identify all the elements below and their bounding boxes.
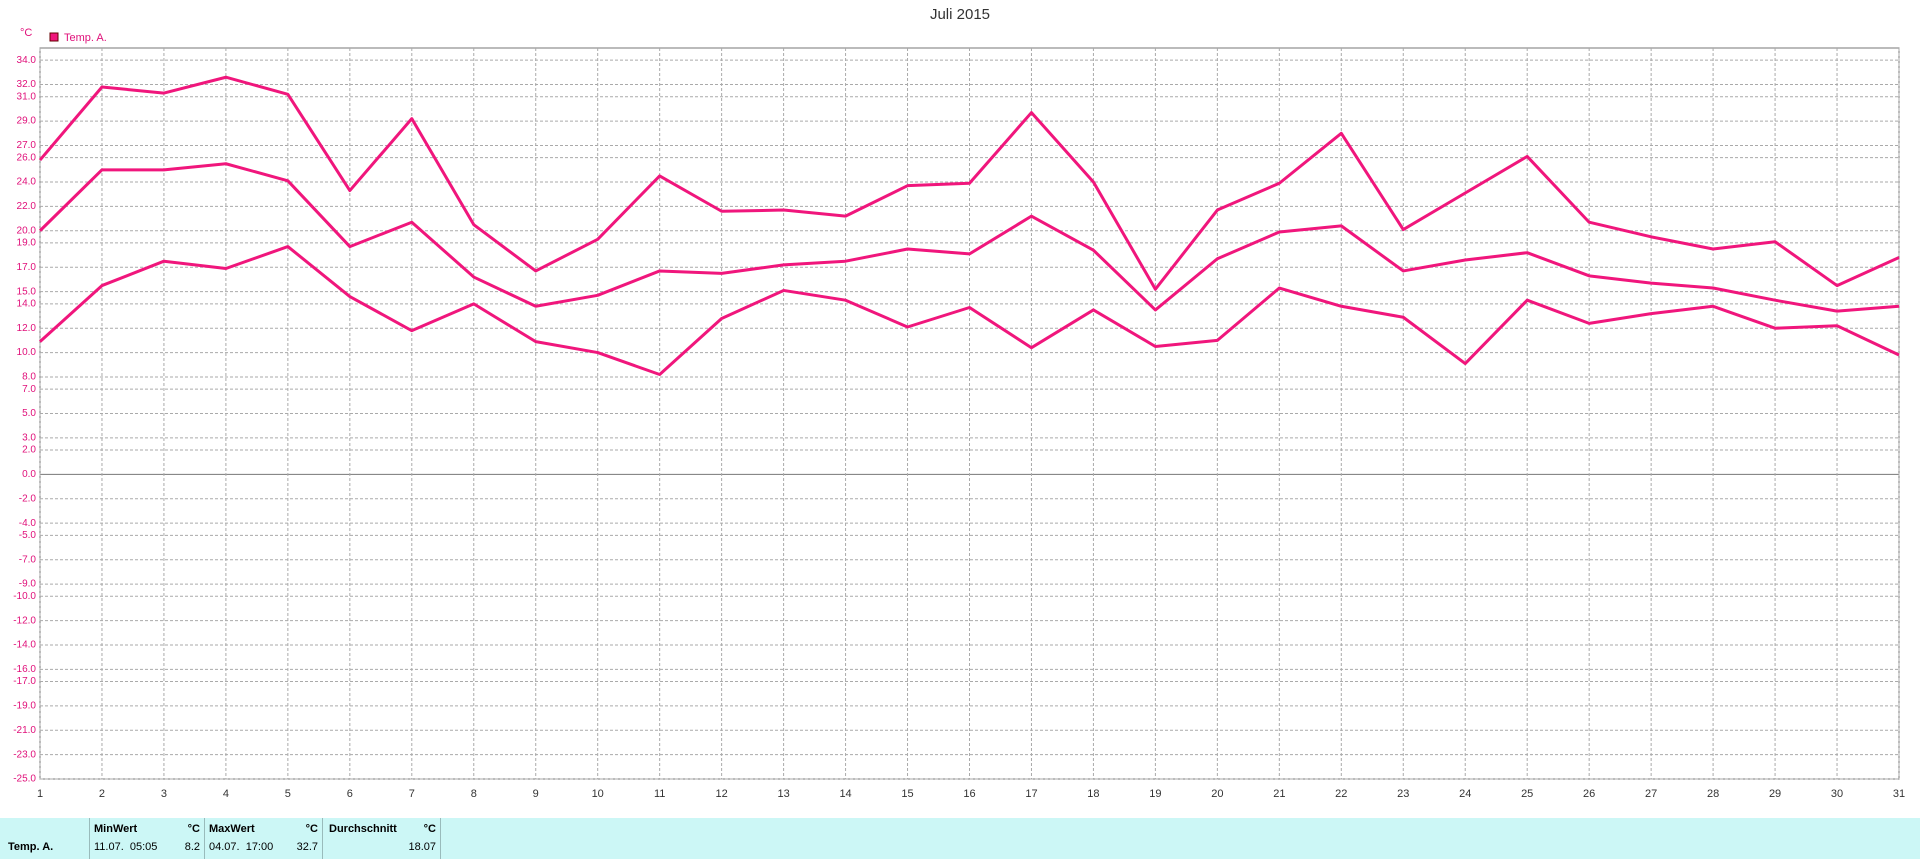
- unit: °C: [187, 823, 200, 835]
- y-tick-label: -12.0: [13, 615, 36, 626]
- x-tick-label: 26: [1583, 788, 1595, 800]
- chart-title: Juli 2015: [930, 6, 990, 23]
- y-tick-label: 0.0: [22, 469, 36, 480]
- x-tick-label: 28: [1707, 788, 1719, 800]
- y-tick-label: 29.0: [17, 116, 37, 127]
- y-tick-label: 34.0: [17, 55, 37, 66]
- x-tick-label: 3: [161, 788, 167, 800]
- y-tick-label: 10.0: [17, 347, 37, 358]
- y-tick-label: -25.0: [13, 774, 36, 785]
- y-tick-label: -5.0: [19, 530, 37, 541]
- x-tick-label: 13: [777, 788, 789, 800]
- y-tick-label: 22.0: [17, 201, 37, 212]
- x-tick-label: 1: [37, 788, 43, 800]
- y-tick-label: -9.0: [19, 579, 37, 590]
- y-tick-label: -23.0: [13, 749, 36, 760]
- y-tick-label: 2.0: [22, 445, 36, 456]
- summary-table: Temp. A. MinWert °C 11.07. 05:05 8.2 Max…: [0, 818, 1920, 859]
- x-tick-label: 30: [1831, 788, 1843, 800]
- chart: Juli 2015 °C Temp. A. 34.032.031.029.027…: [13, 6, 1905, 800]
- x-tick-label: 7: [409, 788, 415, 800]
- x-tick-label: 16: [963, 788, 975, 800]
- y-tick-label: -19.0: [13, 701, 36, 712]
- legend-label: Temp. A.: [64, 32, 107, 44]
- y-tick-label: 26.0: [17, 152, 37, 163]
- x-tick-label: 8: [471, 788, 477, 800]
- value: 18.07: [408, 841, 436, 853]
- y-tick-label: 32.0: [17, 79, 37, 90]
- y-tick-label: 8.0: [22, 372, 36, 383]
- y-tick-label: -14.0: [13, 640, 36, 651]
- y-unit: °C: [20, 27, 32, 39]
- y-tick-label: 3.0: [22, 433, 36, 444]
- x-tick-label: 20: [1211, 788, 1223, 800]
- y-tick-label: 15.0: [17, 286, 37, 297]
- x-tick-label: 25: [1521, 788, 1533, 800]
- time: 11.07. 05:05: [94, 841, 158, 853]
- series-line: [38, 75, 1900, 291]
- y-tick-label: 24.0: [17, 177, 37, 188]
- x-tick-label: 19: [1149, 788, 1161, 800]
- series-line: [38, 245, 1900, 377]
- x-tick-label: 15: [901, 788, 913, 800]
- y-tick-label: 7.0: [22, 384, 36, 395]
- x-tick-label: 23: [1397, 788, 1409, 800]
- x-tick-label: 29: [1769, 788, 1781, 800]
- header: MinWert: [94, 823, 138, 835]
- max-cell: MaxWert °C 04.07. 17:00 32.7: [205, 818, 323, 859]
- x-tick-label: 31: [1893, 788, 1905, 800]
- x-tick-label: 22: [1335, 788, 1347, 800]
- min-cell: MinWert °C 11.07. 05:05 8.2: [90, 818, 205, 859]
- y-tick-label: 19.0: [17, 238, 37, 249]
- value: 32.7: [296, 841, 318, 853]
- x-tick-label: 11: [654, 788, 665, 800]
- x-tick-label: 17: [1025, 788, 1037, 800]
- y-tick-label: -10.0: [13, 591, 36, 602]
- avg-cell: Durchschnitt °C 18.07: [323, 818, 441, 859]
- header: Durchschnitt: [329, 823, 397, 835]
- y-tick-label: 31.0: [17, 91, 37, 102]
- x-tick-label: 10: [592, 788, 604, 800]
- y-tick-label: 14.0: [17, 298, 37, 309]
- y-tick-label: 20.0: [17, 225, 37, 236]
- y-tick-label: 12.0: [17, 323, 37, 334]
- x-tick-label: 4: [223, 788, 229, 800]
- unit: °C: [423, 823, 436, 835]
- x-tick-label: 24: [1459, 788, 1471, 800]
- y-tick-label: 17.0: [17, 262, 37, 273]
- row-label: Temp. A.: [8, 841, 54, 853]
- y-tick-label: -4.0: [19, 518, 37, 529]
- unit: °C: [305, 823, 318, 835]
- x-tick-label: 27: [1645, 788, 1657, 800]
- legend-swatch: [49, 32, 59, 42]
- series-line: [38, 162, 1900, 313]
- y-tick-label: -7.0: [19, 554, 37, 565]
- x-tick-label: 2: [99, 788, 105, 800]
- time: 04.07. 17:00: [209, 841, 274, 853]
- row-label-cell: Temp. A.: [0, 818, 90, 859]
- y-tick-label: -2.0: [19, 493, 37, 504]
- y-tick-label: -16.0: [13, 664, 36, 675]
- y-tick-label: -21.0: [13, 725, 36, 736]
- value: 8.2: [184, 841, 200, 853]
- x-tick-label: 14: [839, 788, 851, 800]
- y-tick-label: 5.0: [22, 408, 36, 419]
- x-tick-label: 21: [1273, 788, 1285, 800]
- y-tick-label: -17.0: [13, 676, 36, 687]
- x-tick-label: 12: [716, 788, 728, 800]
- x-tick-label: 18: [1087, 788, 1099, 800]
- x-tick-label: 5: [285, 788, 291, 800]
- y-tick-label: 27.0: [17, 140, 37, 151]
- header: MaxWert: [209, 823, 255, 835]
- x-tick-label: 6: [347, 788, 353, 800]
- x-tick-label: 9: [533, 788, 539, 800]
